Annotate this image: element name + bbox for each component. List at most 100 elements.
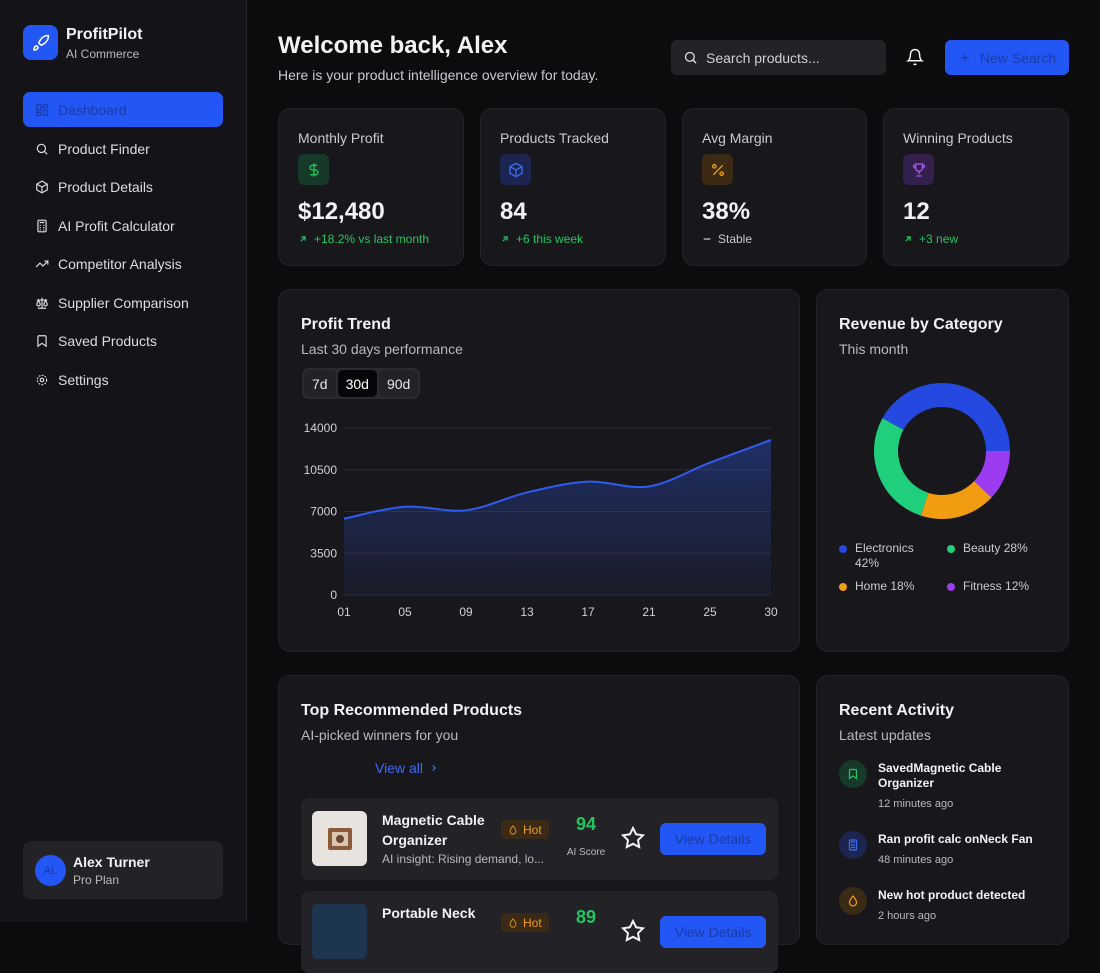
stat-card: Products Tracked 84 +6 this week [480, 108, 666, 266]
y-tick-label: 0 [330, 588, 337, 602]
brand-name: ProfitPilot [66, 26, 143, 43]
legend-value: 18% [890, 579, 915, 593]
stat-label: Avg Margin [702, 130, 773, 146]
legend-swatch [947, 545, 955, 553]
user-card[interactable]: AL Alex Turner Pro Plan [23, 841, 223, 899]
legend-value: 12% [1005, 579, 1030, 593]
line [343, 438, 772, 520]
stat-value: 84 [500, 198, 527, 225]
hot-badge: Hot [501, 913, 549, 932]
legend-item: Electronics 42% [839, 541, 947, 571]
user-name: Alex Turner [73, 854, 150, 870]
card-title: Recent Activity [839, 702, 954, 719]
nav-item[interactable]: Settings [23, 362, 223, 397]
x-tick-label: 13 [520, 605, 534, 619]
activity-time: 48 minutes ago [878, 854, 954, 866]
legend-swatch [839, 545, 847, 553]
nav-label: Product Finder [58, 140, 150, 157]
save-star[interactable] [621, 919, 645, 943]
stat-value: 38% [702, 198, 751, 225]
activity-icon [839, 887, 867, 915]
stat-icon [298, 154, 329, 185]
user-plan: Pro Plan [73, 873, 120, 887]
x-tick-label: 01 [337, 605, 351, 619]
legend-swatch [947, 583, 955, 591]
stat-icon [500, 154, 531, 185]
activity-card: Recent Activity Latest updates SavedMagn… [816, 675, 1069, 945]
activity-time: 12 minutes ago [878, 798, 954, 810]
donut-chart [874, 383, 1010, 519]
legend-text: Beauty 28% [963, 541, 1043, 571]
activity-icon [839, 760, 867, 788]
nav-label: Supplier Comparison [58, 294, 189, 311]
legend-item: Fitness 12% [947, 579, 1054, 594]
stat-icon [702, 154, 733, 185]
product-thumbnail [312, 811, 367, 866]
y-tick-label: 3500 [310, 546, 337, 560]
x-tick-label: 25 [703, 605, 717, 619]
legend-text: Home 18% [855, 579, 935, 594]
x-tick-label: 21 [642, 605, 656, 619]
nav-label: AI Profit Calculator [58, 217, 175, 234]
activity-time: 2 hours ago [878, 910, 937, 922]
save-star[interactable] [621, 826, 645, 850]
range-button[interactable]: 30d [337, 370, 377, 397]
stat-card: Avg Margin 38% Stable [682, 108, 867, 266]
view-details-button[interactable]: View Details [660, 916, 766, 948]
nav-item[interactable]: Product Details [23, 169, 223, 204]
legend-item: Beauty 28% [947, 541, 1054, 571]
notification-bell[interactable] [905, 48, 925, 71]
badge-text: Hot [523, 822, 542, 837]
nav-label: Settings [58, 371, 109, 388]
hot-badge: Hot [501, 820, 549, 839]
new-search-button[interactable]: New Search [945, 40, 1069, 75]
sidebar: ProfitPilot AI Commerce Dashboard Produc… [0, 0, 247, 922]
y-tick-label: 14000 [304, 421, 338, 435]
product-name: Magnetic Cable Organizer [382, 812, 485, 848]
product-row: Portable Neck Hot 89 View Details [301, 891, 778, 973]
nav-item[interactable]: Competitor Analysis [23, 246, 223, 281]
y-tick-label: 10500 [304, 463, 338, 477]
legend: Electronics 42% Beauty 28% Home 18% Fitness… [839, 541, 1054, 594]
nav-label: Dashboard [58, 101, 127, 118]
change-text: +3 new [919, 232, 959, 246]
nav-item[interactable]: Saved Products [23, 323, 223, 358]
activity-text: SavedMagnetic Cable Organizer [878, 761, 1002, 790]
legend-label: Home [855, 579, 888, 593]
nav-item[interactable]: AI Profit Calculator [23, 208, 223, 243]
nav-label: Saved Products [58, 332, 157, 349]
nav-item[interactable]: Product Finder [23, 131, 223, 166]
search-box[interactable]: Search products... [671, 40, 886, 75]
ai-score: 94 [575, 814, 597, 834]
product-name: Portable Neck [382, 905, 476, 921]
view-all-link[interactable]: View all [375, 760, 439, 776]
profit-trend-card: Profit Trend Last 30 days performance 7d… [278, 289, 800, 652]
range-button[interactable]: 90d [378, 370, 419, 397]
page-title: Welcome back, Alex [278, 32, 508, 59]
card-title: Revenue by Category [839, 316, 1003, 333]
stat-change: +6 this week [500, 232, 583, 246]
search-placeholder: Search products... [706, 49, 820, 66]
range-button[interactable]: 7d [304, 370, 336, 397]
x-tick-label: 17 [581, 605, 595, 619]
card-subtitle: This month [839, 341, 909, 357]
stat-value: 12 [903, 198, 930, 225]
stat-change: Stable [702, 232, 752, 246]
stat-change: +18.2% vs last month [298, 232, 429, 246]
view-details-button[interactable]: View Details [660, 823, 766, 855]
products-card: Top Recommended Products AI-picked winne… [278, 675, 800, 973]
legend-label: Beauty [963, 541, 1001, 555]
stat-label: Products Tracked [500, 130, 609, 146]
nav-item[interactable]: Dashboard [23, 92, 223, 127]
page-subtitle: Here is your product intelligence overvi… [278, 67, 599, 83]
nav-item[interactable]: Supplier Comparison [23, 285, 223, 320]
ai-score: 89 [575, 907, 597, 927]
card-title: Profit Trend [301, 316, 391, 333]
page: ProfitPilot Dashboard html, body { margi… [0, 0, 1069, 973]
product-row: Magnetic Cable Organizer Hot AI insight:… [301, 798, 778, 880]
nav-label: Product Details [58, 178, 153, 195]
legend-value: 28% [1003, 541, 1028, 555]
stat-value: $12,480 [298, 198, 385, 225]
profit-chart: 0 3500 7000 10500 14000 01 05 09 13 17 21 25 30 [304, 421, 778, 619]
legend-item: Home 18% [839, 579, 947, 594]
